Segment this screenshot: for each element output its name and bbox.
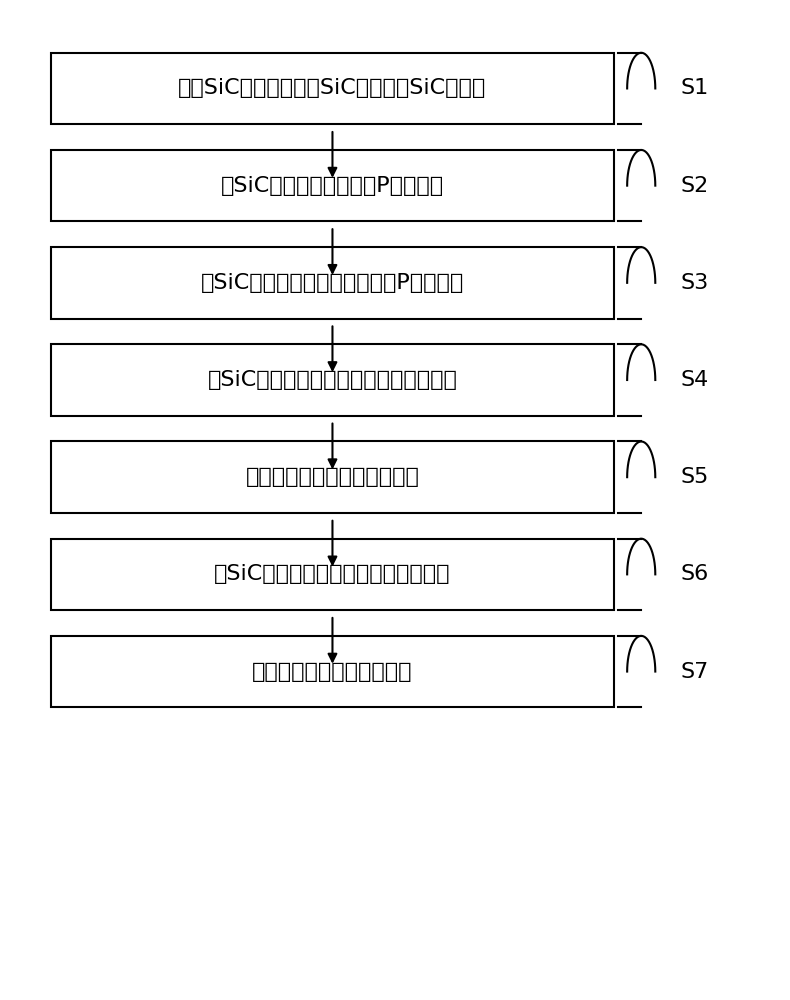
Text: S1: S1 — [680, 78, 709, 98]
Text: S3: S3 — [680, 273, 709, 293]
Text: 在SiC外延层的内部上表面形成P型保护环: 在SiC外延层的内部上表面形成P型保护环 — [201, 273, 464, 293]
FancyBboxPatch shape — [51, 636, 614, 707]
FancyBboxPatch shape — [51, 539, 614, 610]
FancyBboxPatch shape — [51, 150, 614, 221]
Text: S2: S2 — [680, 176, 709, 196]
Text: 在SiC外延层的上表面形成肖特基接触区: 在SiC外延层的上表面形成肖特基接触区 — [208, 370, 457, 390]
FancyBboxPatch shape — [51, 441, 614, 513]
Text: S6: S6 — [680, 564, 709, 584]
Text: 制作SiC外延片，包括SiC衬底层和SiC外延层: 制作SiC外延片，包括SiC衬底层和SiC外延层 — [179, 78, 487, 98]
FancyBboxPatch shape — [51, 344, 614, 416]
FancyBboxPatch shape — [51, 247, 614, 319]
Text: 在SiC外延层的内部形成P型浮空环: 在SiC外延层的内部形成P型浮空环 — [221, 176, 444, 196]
Text: 在SiC衬底层的下表面形成欧姆接触区: 在SiC衬底层的下表面形成欧姆接触区 — [214, 564, 451, 584]
Text: 在欧姆接触区设置阴极电极: 在欧姆接触区设置阴极电极 — [252, 662, 412, 682]
Text: S4: S4 — [680, 370, 709, 390]
Text: 在肖特基接触区设置阳极电极: 在肖特基接触区设置阳极电极 — [246, 467, 419, 487]
Text: S7: S7 — [680, 662, 709, 682]
FancyBboxPatch shape — [51, 53, 614, 124]
Text: S5: S5 — [680, 467, 709, 487]
